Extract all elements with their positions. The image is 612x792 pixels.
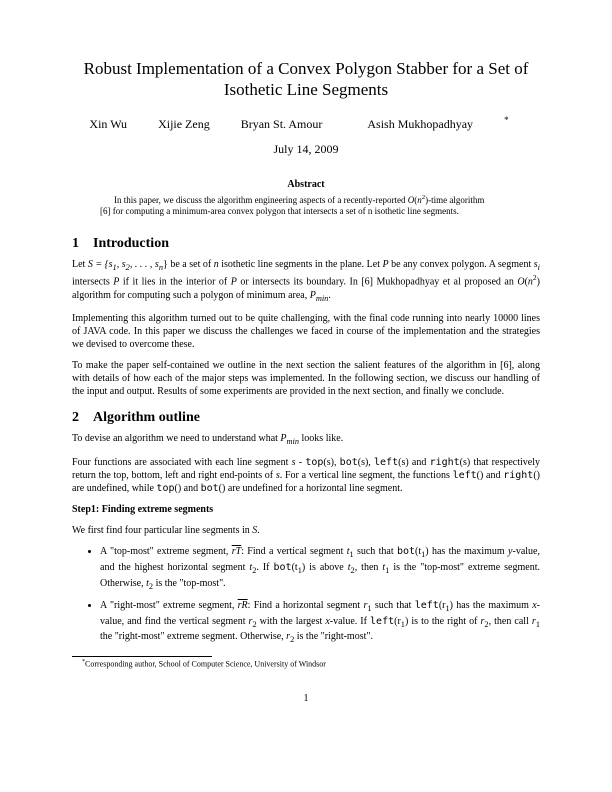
abstract-body: In this paper, we discuss the algorithm … (100, 194, 512, 218)
page: Robust Implementation of a Convex Polygo… (0, 0, 612, 744)
section-2-number: 2 (72, 410, 79, 425)
author-3: Bryan St. Amour (241, 117, 323, 131)
code-top: top (305, 457, 323, 468)
list-item-rightmost: A "right-most" extreme segment, rR: Find… (100, 599, 540, 646)
intro-para-3: To make the paper self-contained we outl… (72, 359, 540, 398)
corresponding-star: * (504, 115, 509, 125)
publication-date: July 14, 2009 (72, 142, 540, 157)
title-line-2: Isothetic Line Segments (224, 80, 388, 99)
abstract-heading: Abstract (72, 179, 540, 190)
intro-para-2: Implementing this algorithm turned out t… (72, 312, 540, 351)
algo-para-2: Four functions are associated with each … (72, 456, 540, 495)
title-line-1: Robust Implementation of a Convex Polygo… (84, 59, 529, 78)
section-1-title: Introduction (93, 236, 169, 251)
section-1-heading: 1 Introduction (72, 236, 540, 252)
footnote-text: Corresponding author, School of Computer… (85, 660, 326, 669)
section-2-title: Algorithm outline (93, 410, 200, 425)
author-2: Xijie Zeng (158, 117, 210, 131)
algo-para-1: To devise an algorithm we need to unders… (72, 432, 540, 448)
author-list: Xin Wu Xijie Zeng Bryan St. Amour Asish … (72, 115, 540, 132)
author-1: Xin Wu (89, 117, 127, 131)
section-1-number: 1 (72, 236, 79, 251)
page-number: 1 (72, 693, 540, 704)
paper-title: Robust Implementation of a Convex Polygo… (72, 58, 540, 101)
extreme-segment-list: A "top-most" extreme segment, rT: Find a… (72, 545, 540, 646)
footnote: *Corresponding author, School of Compute… (72, 659, 540, 669)
footnote-rule (72, 656, 212, 657)
author-4: Asish Mukhopadhyay * (353, 117, 522, 131)
intro-para-1: Let S = {s1, s2, . . . , sn} be a set of… (72, 258, 540, 305)
step1-intro: We first find four particular line segme… (72, 524, 540, 537)
section-2-heading: 2 Algorithm outline (72, 410, 540, 426)
step1-label: Step1: Finding extreme segments (72, 503, 540, 516)
list-item-topmost: A "top-most" extreme segment, rT: Find a… (100, 545, 540, 592)
